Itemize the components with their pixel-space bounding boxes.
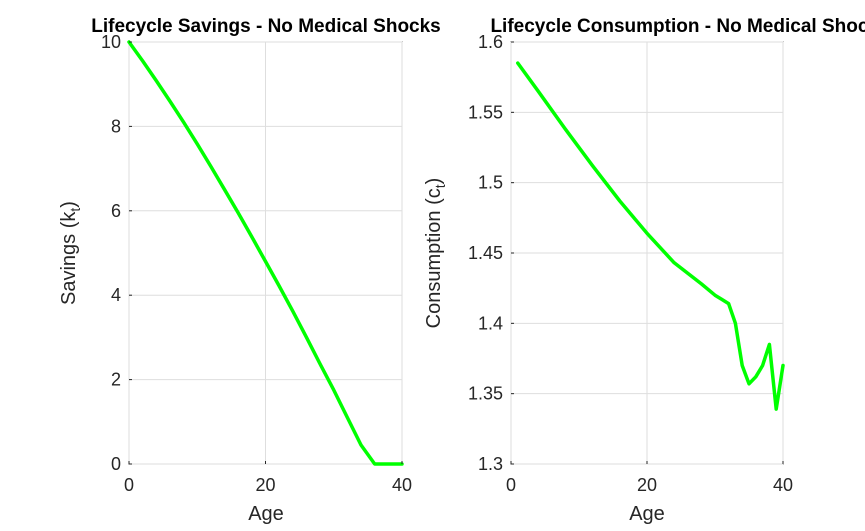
consumption-gridlines <box>510 41 784 465</box>
consumption-y-tick-label: 1.5 <box>478 173 503 193</box>
savings-y-axis-label: Savings (kt) <box>58 201 83 305</box>
consumption-y-tick-label: 1.4 <box>478 313 503 333</box>
consumption-plot-panel: 0 20 40 1.3 1.35 1.4 1.45 1.5 1.55 1.6 Lifecycle … <box>423 16 865 525</box>
savings-y-label-main: Savings (k <box>58 211 80 305</box>
savings-line-layer <box>127 40 404 466</box>
savings-y-tick-label: 2 <box>111 370 121 390</box>
savings-plot-panel: 0 20 40 0 2 4 6 8 10 Lifecycle Savings - No Medi… <box>58 16 441 525</box>
consumption-series-line <box>516 61 785 411</box>
savings-y-tick-label: 8 <box>111 116 121 136</box>
consumption-y-axis-label: Consumption (ct) <box>423 178 448 329</box>
consumption-x-tick-label: 40 <box>773 475 793 495</box>
savings-y-tick-label: 10 <box>101 32 121 52</box>
consumption-y-tick-label: 1.55 <box>468 102 503 122</box>
savings-y-tick-label: 0 <box>111 454 121 474</box>
savings-series-line <box>127 40 404 466</box>
consumption-y-tick-label: 1.6 <box>478 32 503 52</box>
savings-x-axis-label: Age <box>248 503 284 525</box>
savings-y-tick-label: 4 <box>111 285 121 305</box>
consumption-line-layer <box>516 61 785 411</box>
consumption-y-tick-label: 1.45 <box>468 243 503 263</box>
savings-x-tick-label: 20 <box>255 475 275 495</box>
consumption-y-label-close: ) <box>423 178 445 185</box>
savings-x-tick-label: 40 <box>392 475 412 495</box>
savings-y-tick-label: 6 <box>111 201 121 221</box>
consumption-y-label-subscript: t <box>432 184 448 188</box>
consumption-y-tick-label: 1.3 <box>478 454 503 474</box>
consumption-y-tick-label: 1.35 <box>468 384 503 404</box>
savings-chart-title: Lifecycle Savings - No Medical Shocks <box>91 16 441 37</box>
consumption-tick-labels: 0 20 40 1.3 1.35 1.4 1.45 1.5 1.55 1.6 <box>468 32 793 495</box>
savings-gridlines <box>128 41 403 465</box>
savings-y-label-close: ) <box>58 201 80 208</box>
consumption-chart-title: Lifecycle Consumption - No Medical Shock… <box>490 16 865 37</box>
consumption-y-label-main: Consumption (c <box>423 188 445 328</box>
consumption-x-tick-label: 0 <box>506 475 516 495</box>
savings-tick-labels: 0 20 40 0 2 4 6 8 10 <box>101 32 412 495</box>
savings-x-tick-label: 0 <box>124 475 134 495</box>
consumption-x-axis-label: Age <box>629 503 665 525</box>
savings-y-label-subscript: t <box>67 208 83 212</box>
consumption-x-tick-label: 20 <box>637 475 657 495</box>
